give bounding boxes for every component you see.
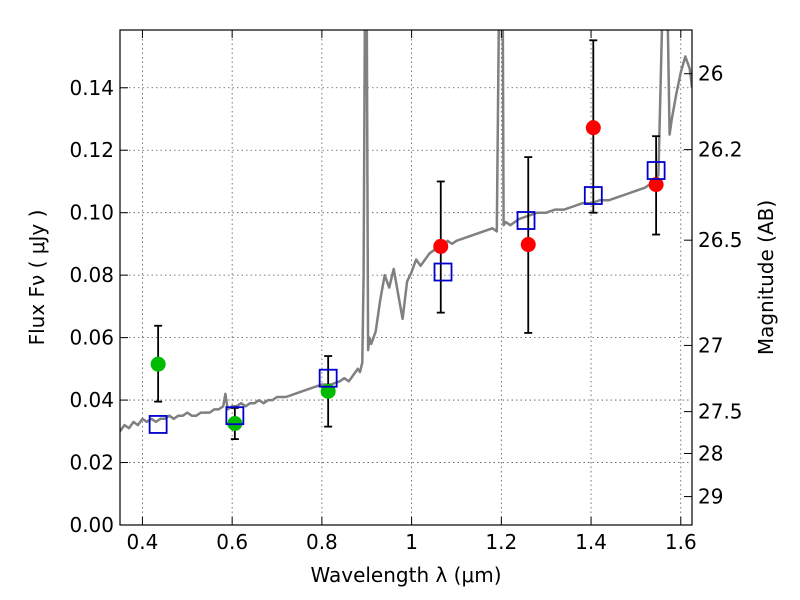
x-tick-label: 1.6	[665, 530, 697, 554]
x-axis-title: Wavelength λ (μm)	[310, 563, 501, 587]
model-photometry-square	[516, 211, 536, 230]
x-tick-label: 0.4	[127, 530, 159, 554]
y2-axis-title: Magnitude (AB)	[754, 200, 778, 355]
y2-tick-label: 26.2	[698, 138, 743, 162]
y-tick-label: 0.06	[69, 326, 114, 350]
x-tick-label: 0.8	[306, 530, 338, 554]
data-point	[433, 238, 449, 254]
x-tick-label: 1	[405, 530, 418, 554]
errorbar-layer	[154, 39, 661, 441]
y-tick-label: 0.10	[69, 201, 114, 225]
model-photometry-square	[148, 415, 168, 434]
y-tick-label: 0.14	[69, 76, 114, 100]
y-axis-title: Flux Fν ( μJy )	[25, 210, 49, 346]
data-point	[648, 177, 664, 193]
data-point	[520, 237, 536, 253]
grid	[120, 30, 692, 526]
x-tick-label: 0.6	[216, 530, 248, 554]
marker-layer	[148, 120, 666, 434]
y-tick-label: 0.00	[69, 513, 114, 537]
model-spectrum-line	[120, 30, 692, 433]
y-tick-label: 0.04	[69, 388, 114, 412]
data-point	[585, 120, 601, 136]
model-spectrum-layer	[120, 30, 692, 433]
y-tick-label: 0.12	[69, 138, 114, 162]
y2-tick-label: 29	[698, 485, 723, 509]
tick-layer: 0.4 0.6 0.8 1 1.2 1.4 1.6 0.00 0.02 0.04 0.06 0.08 0…	[69, 30, 743, 554]
y2-tick-label: 28	[698, 441, 723, 465]
model-photometry-square	[646, 161, 666, 180]
model-photometry-square	[318, 368, 338, 388]
y2-tick-label: 26	[698, 62, 723, 86]
model-photometry-square	[583, 186, 603, 205]
x-tick-label: 1.2	[485, 530, 517, 554]
y2-tick-label: 27	[698, 333, 723, 357]
y2-tick-label: 26.5	[698, 228, 743, 252]
y2-tick-label: 27.5	[698, 400, 743, 424]
y-tick-label: 0.02	[69, 451, 114, 475]
model-photometry-square	[433, 262, 453, 282]
plot-frame	[119, 29, 693, 526]
model-photometry-square	[225, 406, 245, 426]
x-tick-label: 1.4	[575, 530, 607, 554]
data-point	[150, 356, 166, 372]
y-tick-label: 0.08	[69, 263, 114, 287]
